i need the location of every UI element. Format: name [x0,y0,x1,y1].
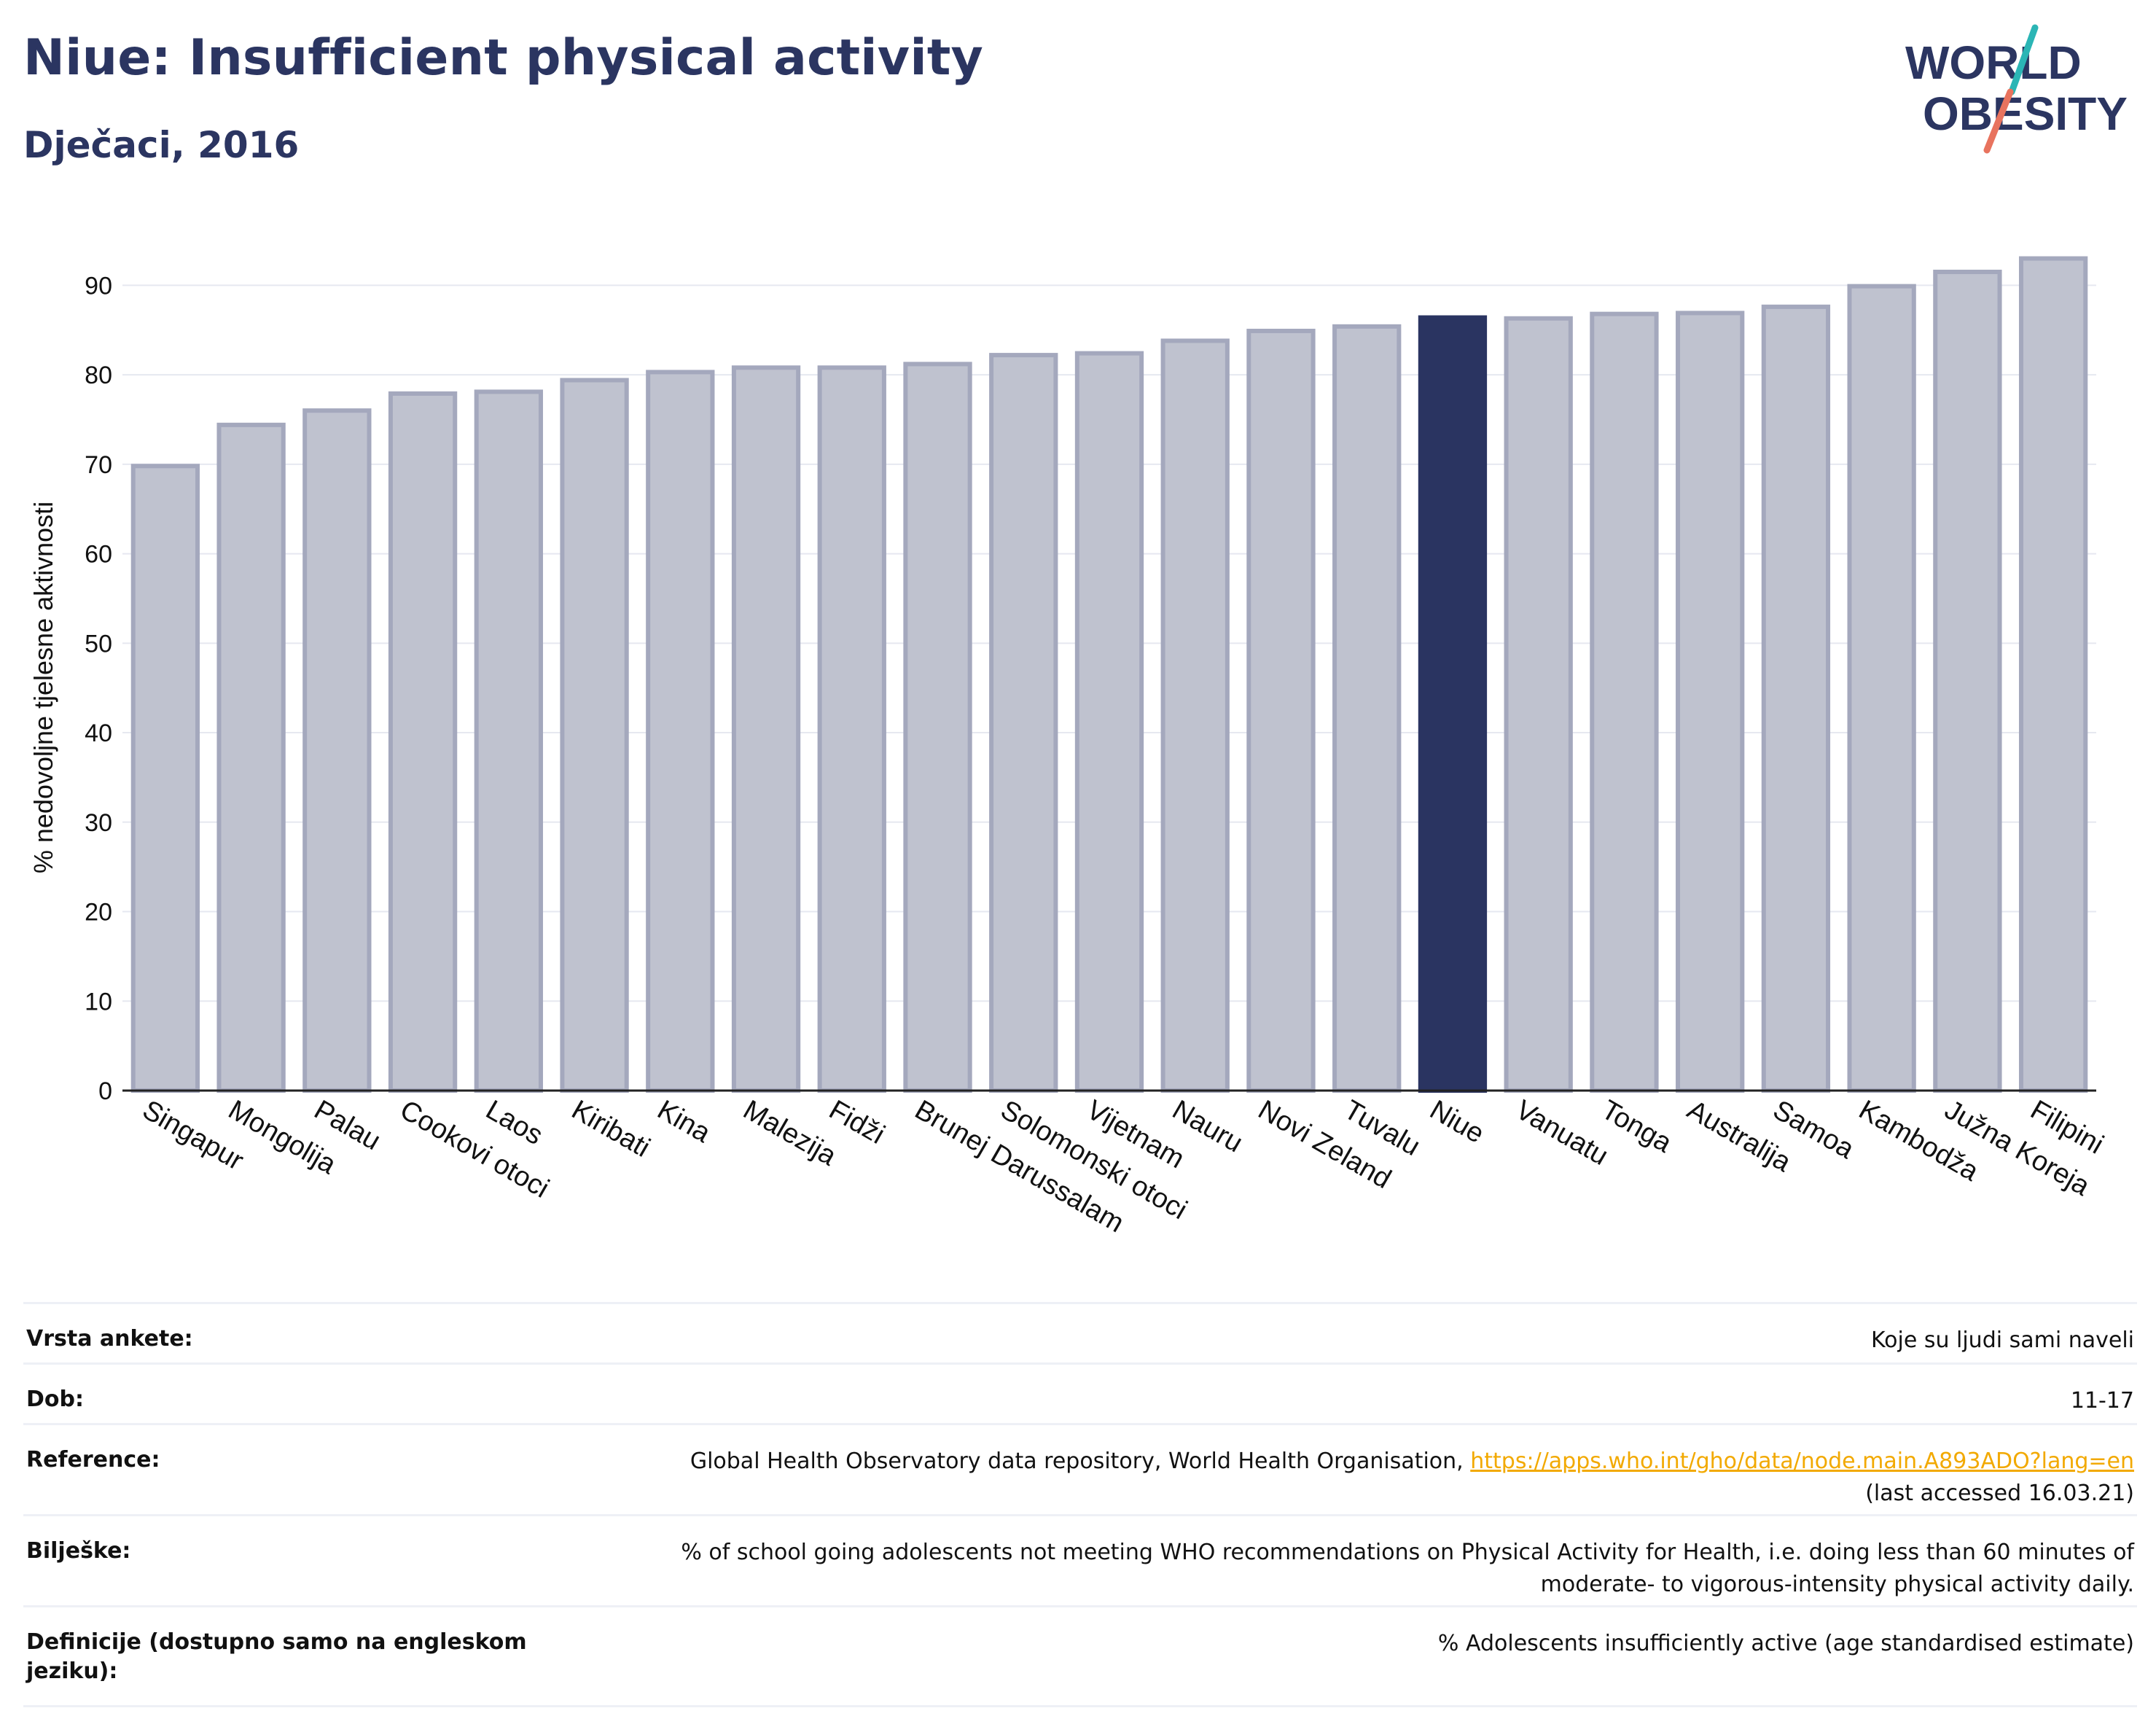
bar-singapur [130,464,200,1093]
notes-line-1: % of school going adolescents not meetin… [681,1540,2134,1565]
x-tick-label: Kina [652,1094,716,1149]
bar-kina [646,370,715,1093]
bar-tonga [1590,311,1659,1093]
info-row-notes: Bilješke: % of school going adolescents … [23,1514,2137,1607]
bar-filipini [2018,256,2088,1093]
page-title: Niue: Insufficient physical activity [23,29,984,87]
notes-value: % of school going adolescents not meetin… [539,1514,2137,1607]
bar-fidži [817,365,886,1093]
reference-label: Reference: [23,1423,539,1516]
bar-solomonski-otoci [989,353,1058,1093]
bar-australija [1676,311,1745,1093]
y-tick-label: 30 [85,809,112,837]
reference-link[interactable]: https://apps.who.int/gho/data/node.main.… [1470,1449,2134,1474]
definitions-label: Definicije (dostupno samo na engleskom j… [23,1605,539,1707]
logo-slash-coral [1983,88,2014,154]
bar-samoa [1761,304,1831,1093]
y-tick-label: 60 [85,541,112,569]
logo-line-2: OBESITY [1923,87,2128,140]
y-tick-label: 20 [85,899,112,927]
bar-mongolija [216,422,286,1093]
bar-palau [302,408,372,1093]
bar-chart: 0102030405060708090SingapurMongolijaPala… [28,256,2109,1239]
definitions-value: % Adolescents insufficiently active (age… [539,1605,2137,1707]
bar-južna-koreja [1933,269,2002,1093]
bar-laos [474,389,543,1093]
x-tick-label: Malezija [738,1094,842,1171]
y-tick-label: 10 [85,988,112,1015]
x-tick-label: Vanuatu [1510,1094,1613,1171]
bar-malezija [731,365,801,1093]
survey-type-label: Vrsta ankete: [23,1302,539,1364]
y-tick-label: 80 [85,362,112,389]
notes-label: Bilješke: [23,1514,539,1607]
y-tick-label: 90 [85,272,112,300]
bar-nauru [1160,338,1230,1093]
bar-kambodža [1847,284,1916,1093]
bar-novi-zeland [1246,328,1316,1093]
bar-kiribati [560,378,629,1093]
info-row-age: Dob: 11-17 [23,1362,2137,1424]
notes-line-2: moderate- to vigorous-intensity physical… [1540,1572,2134,1597]
x-tick-label: Kiribati [566,1094,655,1163]
bar-vanuatu [1504,316,1573,1093]
reference-accessed: (last accessed 16.03.21) [1865,1481,2134,1506]
bars [130,256,2088,1093]
y-tick-label: 50 [85,630,112,658]
bar-niue [1418,315,1488,1093]
world-obesity-logo: WORLD OBESITY [1905,24,2128,154]
info-row-survey-type: Vrsta ankete: Koje su ljudi sami naveli [23,1302,2137,1364]
bar-tuvalu [1332,324,1402,1093]
y-tick-label: 70 [85,451,112,479]
y-tick-label: 40 [85,720,112,747]
page-subtitle: Dječaci, 2016 [23,124,300,166]
info-table: Vrsta ankete: Koje su ljudi sami naveli … [23,1302,2137,1707]
reference-value: Global Health Observatory data repositor… [539,1423,2137,1516]
survey-type-value: Koje su ljudi sami naveli [539,1302,2137,1364]
age-label: Dob: [23,1362,539,1424]
bar-vijetnam [1074,351,1144,1093]
info-row-definitions: Definicije (dostupno samo na engleskom j… [23,1605,2137,1707]
reference-text: Global Health Observatory data repositor… [690,1449,1464,1474]
y-tick-label: 0 [98,1077,112,1105]
bar-brunej-darussalam [903,362,972,1093]
logo-line-1: WORLD [1905,36,2082,89]
y-axis-label: % nedovoljne tjelesne aktivnosti [28,502,58,873]
info-row-reference: Reference: Global Health Observatory dat… [23,1423,2137,1516]
age-value: 11-17 [539,1362,2137,1424]
x-tick-label: Niue [1424,1094,1489,1149]
bar-cookovi-otoci [388,391,458,1093]
logo-slash-teal [2008,24,2039,95]
